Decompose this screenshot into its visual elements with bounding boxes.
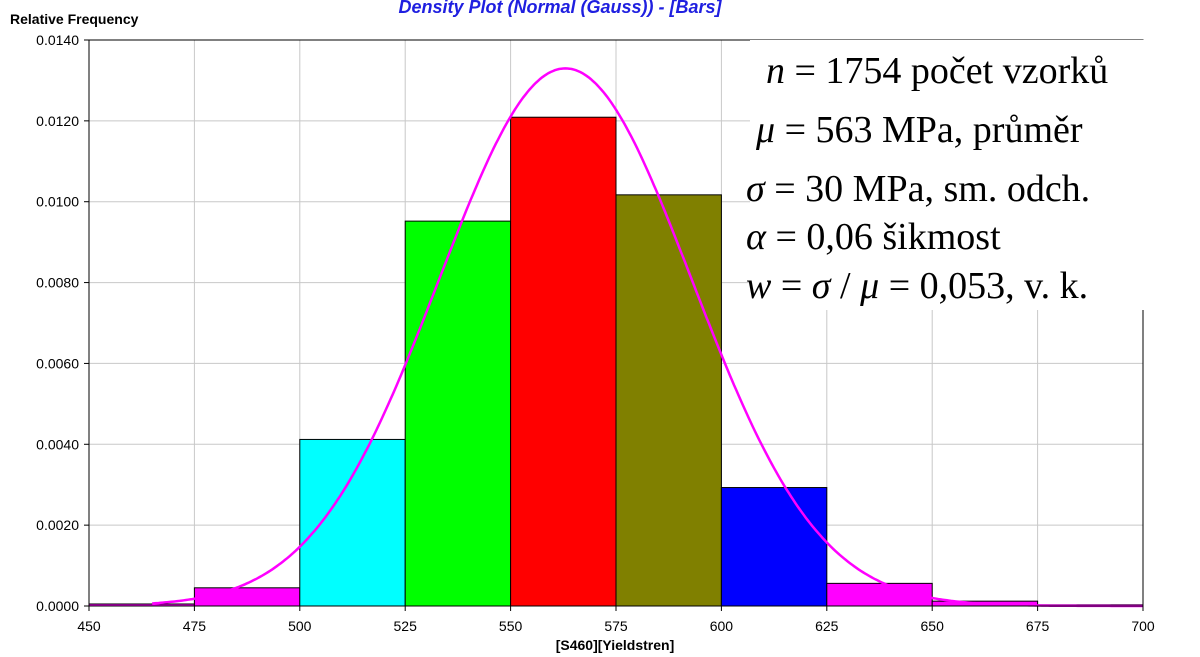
y-tick-label: 0.0120 — [36, 113, 79, 129]
stat-variation-coefficient: w = σ / μ = 0,053, v. k. — [746, 265, 1088, 307]
x-tick-label: 450 — [77, 618, 101, 634]
x-tick-label: 475 — [183, 618, 207, 634]
y-tick-label: 0.0020 — [36, 517, 79, 533]
histogram-bar — [720, 487, 828, 607]
x-tick-label: 525 — [394, 618, 418, 634]
normal-fit-curve — [152, 67, 1143, 608]
y-tick-label: 0.0060 — [36, 355, 79, 371]
histogram-bar — [510, 116, 617, 607]
x-tick-label: 500 — [288, 618, 312, 634]
x-tick-labels: 450 475 500 525 550 575 600 625 650 675 700 — [77, 606, 1155, 634]
x-tick-label: 600 — [710, 618, 734, 634]
x-tick-label: 550 — [499, 618, 523, 634]
stats-box-background — [750, 40, 1198, 310]
x-tick-label: 700 — [1131, 618, 1155, 634]
y-tick-label: 0.0140 — [36, 32, 79, 48]
x-tick-label: 575 — [604, 618, 628, 634]
histogram-bar — [404, 220, 512, 607]
stat-mean: μ = 563 MPa, průměr — [755, 109, 1083, 151]
stat-sample-count: n = 1754 počet vzorků — [766, 50, 1108, 92]
x-tick-label: 650 — [921, 618, 945, 634]
y-tick-label: 0.0040 — [36, 436, 79, 452]
y-tick-label: 0.0080 — [36, 275, 79, 291]
x-tick-label: 625 — [815, 618, 839, 634]
chart-title: Density Plot (Normal (Gauss)) - [Bars] — [398, 0, 722, 17]
stats-annotation: n = 1754 počet vzorků μ = 563 MPa, průmě… — [746, 50, 1108, 307]
histogram-bar — [299, 438, 406, 607]
histogram-bar — [615, 194, 722, 607]
stat-std-dev: σ = 30 MPa, sm. odch. — [746, 168, 1090, 210]
y-axis-title: Relative Frequency — [10, 11, 139, 27]
y-tick-label: 0.0000 — [36, 598, 79, 614]
x-axis-title: [S460][Yieldstren] — [556, 637, 675, 653]
y-tick-labels: 0.0000 0.0020 0.0040 0.0060 0.0080 0.0100 0.01… — [36, 32, 89, 614]
histogram-bar — [193, 587, 301, 607]
y-tick-label: 0.0100 — [36, 194, 79, 210]
histogram-bars — [88, 116, 1144, 607]
x-tick-label: 675 — [1026, 618, 1050, 634]
stat-skewness: α = 0,06 šikmost — [746, 216, 1001, 258]
